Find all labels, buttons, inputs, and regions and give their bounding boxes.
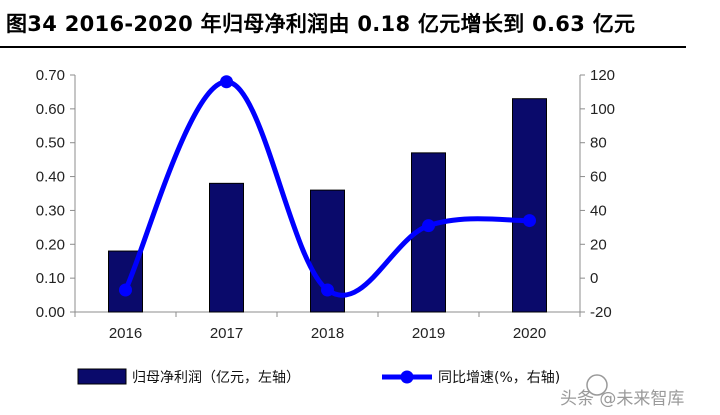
growth-point: [321, 283, 334, 297]
x-axis-tick-label: 2018: [311, 325, 344, 342]
growth-point: [220, 75, 233, 89]
right-axis-tick-label: 20: [590, 236, 607, 253]
x-axis-tick-label: 2020: [513, 325, 546, 342]
x-axis-tick-label: 2019: [412, 325, 445, 342]
legend-line-label: 同比增速(%，右轴): [438, 370, 560, 386]
right-axis-tick-label: -20: [590, 304, 612, 321]
tick-labels: 0.00 0.10 0.20 0.30 0.40 0.50 0.60 0.70 -20 0 20 40…: [36, 67, 615, 342]
bar-series: [108, 98, 547, 313]
left-axis-tick-label: 0.20: [36, 236, 65, 253]
legend-bar-swatch: [77, 368, 127, 385]
legend-line-marker: [400, 370, 414, 384]
title-underline: [0, 46, 686, 48]
left-axis-tick-label: 0.30: [36, 202, 65, 219]
growth-point: [119, 283, 132, 297]
bar: [209, 182, 244, 313]
right-axis-tick-label: 80: [590, 135, 607, 152]
right-axis-tick-label: 40: [590, 202, 607, 219]
growth-point: [523, 214, 536, 228]
left-axis-tick-label: 0.70: [36, 67, 65, 84]
x-axis-tick-label: 2016: [109, 325, 142, 342]
watermark-logo-icon: [586, 374, 608, 396]
right-axis-tick-label: 120: [590, 67, 615, 84]
legend-bar-label: 归母净利润（亿元，左轴）: [132, 369, 300, 386]
left-axis-tick-label: 0.50: [36, 135, 65, 152]
left-axis-tick-label: 0.00: [36, 304, 65, 321]
chart-title: 图34 2016-2020 年归母净利润由 0.18 亿元增长到 0.63 亿元: [6, 12, 636, 36]
left-axis-tick-label: 0.10: [36, 270, 65, 287]
bar: [512, 98, 547, 313]
growth-line: [123, 79, 532, 298]
right-axis-tick-label: 0: [590, 270, 598, 287]
line-series: [119, 75, 536, 298]
right-axis-tick-label: 100: [590, 101, 615, 118]
legend: 归母净利润（亿元，左轴） 同比增速(%，右轴): [77, 368, 560, 386]
left-axis-tick-label: 0.40: [36, 169, 65, 186]
left-axis-tick-label: 0.60: [36, 101, 65, 118]
watermark-text: 头条 @未来智库: [560, 389, 684, 409]
right-axis-tick-label: 60: [590, 169, 607, 186]
x-axis-tick-label: 2017: [210, 325, 243, 342]
watermark: 头条 @未来智库: [560, 374, 684, 409]
growth-point: [422, 219, 435, 233]
